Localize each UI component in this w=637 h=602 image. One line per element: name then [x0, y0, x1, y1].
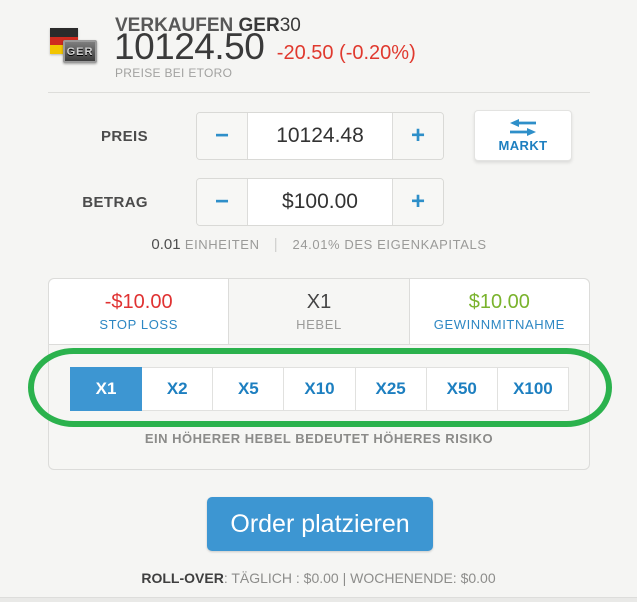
price-stepper: − 10124.48 + [196, 112, 444, 160]
rollover-detail: : TÄGLICH : $0.00 | WOCHENENDE: $0.00 [223, 570, 496, 586]
leverage-option-x5[interactable]: X5 [212, 367, 285, 411]
leverage-value: X1 [306, 291, 332, 313]
instrument-badge: GER [63, 40, 97, 63]
amount-increment-button[interactable]: + [393, 179, 443, 225]
amount-stepper: − $100.00 + [196, 178, 444, 226]
leverage-options: X1 X2 X5 X10 X25 X50 X100 [70, 367, 569, 411]
rollover-label: ROLL-OVER [141, 570, 224, 586]
swap-arrows-icon [510, 118, 536, 136]
instrument-symbol: GER [238, 15, 280, 36]
trade-settings-panel: -$10.00 STOP LOSS X1 HEBEL $10.00 GEWINN… [48, 278, 590, 470]
market-order-button[interactable]: MARKT [474, 110, 572, 161]
stop-loss-label: STOP LOSS [99, 317, 178, 332]
current-price-line: 10124.50 -20.50 (-0.20%) [114, 26, 416, 68]
header-divider [48, 92, 590, 93]
price-field-label: PREIS [100, 128, 148, 145]
price-source-note: PREISE BEI ETORO [115, 66, 233, 80]
instrument-badge-label: GER [66, 45, 94, 58]
units-equity-line: 0.01 EINHEITEN | 24.01% DES EIGENKAPITAL… [48, 236, 590, 253]
trade-action-label: VERKAUFEN [115, 15, 234, 36]
equity-percentage: 24.01% DES EIGENKAPITALS [292, 237, 487, 252]
amount-input[interactable]: $100.00 [247, 179, 393, 225]
leverage-option-x2[interactable]: X2 [141, 367, 214, 411]
bottom-edge-bar [0, 597, 637, 602]
take-profit-value: $10.00 [468, 291, 530, 313]
rollover-info: ROLL-OVER: TÄGLICH : $0.00 | WOCHENENDE:… [0, 570, 637, 586]
leverage-option-x25[interactable]: X25 [354, 367, 427, 411]
price-change: -20.50 (-0.20%) [276, 42, 416, 64]
risk-warning-text: EIN HÖHERER HEBEL BEDEUTET HÖHERES RISIK… [144, 431, 494, 446]
units-label: EINHEITEN [184, 237, 260, 252]
amount-field-label: BETRAG [82, 194, 148, 211]
leverage-cell[interactable]: X1 HEBEL [229, 279, 409, 345]
market-button-label: MARKT [498, 137, 548, 153]
stop-loss-value: -$10.00 [104, 291, 173, 313]
current-price: 10124.50 [114, 26, 265, 67]
ticket-title: VERKAUFEN GER30 [115, 15, 301, 37]
instrument-symbol-suffix: 30 [279, 15, 301, 36]
leverage-option-x50[interactable]: X50 [425, 367, 498, 411]
amount-decrement-button[interactable]: − [197, 179, 247, 225]
place-order-button[interactable]: Order platzieren [207, 497, 433, 551]
leverage-option-x10[interactable]: X10 [283, 367, 356, 411]
price-decrement-button[interactable]: − [197, 113, 247, 159]
stop-loss-cell[interactable]: -$10.00 STOP LOSS [49, 279, 230, 345]
units-separator: | [273, 236, 279, 253]
summary-row: -$10.00 STOP LOSS X1 HEBEL $10.00 GEWINN… [49, 279, 589, 345]
units-value: 0.01 [151, 236, 181, 253]
take-profit-cell[interactable]: $10.00 GEWINNMITNAHME [408, 279, 589, 345]
instrument-flag-icon: GER [50, 28, 98, 64]
leverage-option-x100[interactable]: X100 [496, 367, 569, 411]
take-profit-label: GEWINNMITNAHME [433, 317, 565, 332]
price-input[interactable]: 10124.48 [247, 113, 393, 159]
leverage-option-x1[interactable]: X1 [70, 367, 143, 411]
leverage-label: HEBEL [296, 317, 342, 332]
price-increment-button[interactable]: + [393, 113, 443, 159]
